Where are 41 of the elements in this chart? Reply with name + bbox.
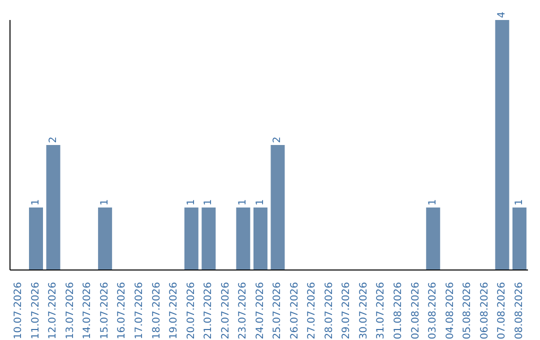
x-tick-label: 29.07.2026: [341, 282, 352, 340]
data-label: 1: [238, 199, 249, 206]
data-label: 1: [30, 199, 42, 206]
x-tick-label: 27.07.2026: [306, 282, 318, 340]
x-tick-label: 26.07.2026: [289, 282, 300, 340]
x-tick-label: 21.07.2026: [203, 282, 214, 340]
x-tick-label: 12.07.2026: [48, 282, 59, 340]
x-tick-label: 03.08.2026: [428, 282, 439, 340]
x-tick-label: 25.07.2026: [272, 282, 284, 340]
x-tick-label: 19.07.2026: [168, 282, 180, 340]
x-tick-label: 24.07.2026: [254, 282, 266, 340]
data-label: 1: [186, 199, 197, 206]
data-label: 2: [272, 136, 284, 143]
x-tick-label: 17.07.2026: [134, 282, 145, 340]
data-label: 4: [496, 12, 508, 18]
x-tick-label: 14.07.2026: [82, 282, 94, 340]
x-tick-label: 01.08.2026: [393, 282, 404, 340]
data-label: 1: [203, 199, 214, 206]
x-tick-label: 30.07.2026: [358, 282, 370, 340]
x-tick-label: 10.07.2026: [13, 282, 24, 340]
x-tick-label: 08.08.2026: [514, 282, 525, 340]
x-tick-label: 04.08.2026: [444, 282, 456, 340]
data-label: 1: [428, 199, 439, 206]
x-tick-label: 23.07.2026: [238, 282, 249, 340]
x-tick-label: 16.07.2026: [116, 282, 128, 340]
x-tick-label: 20.07.2026: [186, 282, 197, 340]
x-tick-label: 18.07.2026: [151, 282, 162, 340]
x-tick-label: 22.07.2026: [220, 282, 232, 340]
data-label: 1: [514, 199, 525, 206]
data-label: 1: [254, 199, 266, 206]
x-tick-label: 31.07.2026: [376, 282, 387, 340]
x-tick-label: 02.08.2026: [410, 282, 422, 340]
x-tick-label: 15.07.2026: [99, 282, 110, 340]
x-tick-label: 05.08.2026: [462, 282, 474, 340]
x-tick-label: 13.07.2026: [64, 282, 76, 340]
data-label: 2: [48, 136, 59, 143]
x-tick-label: 28.07.2026: [324, 282, 335, 340]
data-label: 1: [100, 199, 111, 206]
x-tick-label: 07.08.2026: [496, 282, 508, 340]
x-tick-label: 11.07.2026: [30, 282, 42, 340]
x-tick-label: 06.08.2026: [479, 282, 490, 340]
